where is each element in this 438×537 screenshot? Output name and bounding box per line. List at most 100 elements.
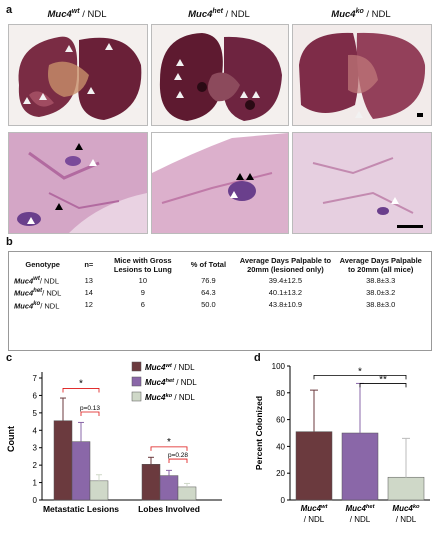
bar xyxy=(71,441,91,501)
bar xyxy=(177,486,197,501)
cell-genotype-part: / NDL xyxy=(40,301,60,310)
y-axis-label: Count xyxy=(6,426,16,452)
open-arrowhead xyxy=(87,87,95,94)
cell-pct: 64.3 xyxy=(201,288,216,298)
legend-label: Muc4het / NDL xyxy=(145,378,197,387)
table-header-row: Genotype n= Mice with Gross Lesions to L… xyxy=(12,256,426,275)
table-row: Muc4het/ NDL 14 9 64.3 40.1±13.2 38.0±3.2 xyxy=(12,287,426,299)
significance-label: p=0.13 xyxy=(80,405,100,412)
genotype-header: Muc4het / NDL xyxy=(159,8,279,20)
gross-lung-wt-svg xyxy=(9,25,147,125)
y-axis-label: Percent Colonized xyxy=(254,396,264,470)
x-category-label: Muc4wt xyxy=(301,504,329,513)
gross-lung-ko-svg xyxy=(293,25,431,125)
cell-mice: 10 xyxy=(138,276,147,285)
cell-avg-lesioned: 40.1±13.2 xyxy=(268,288,303,298)
open-arrowhead xyxy=(240,91,248,98)
col-n: n= xyxy=(84,260,94,270)
genotype-suffix: / NDL xyxy=(222,9,250,21)
significance-bracket xyxy=(150,446,188,451)
y-tick-label: 60 xyxy=(276,416,285,425)
y-tick-label: 0 xyxy=(33,496,38,505)
cell-genotype-part: wt xyxy=(33,276,40,283)
open-arrowhead xyxy=(176,59,184,66)
col-pct: % of Total xyxy=(190,260,227,270)
legend-label: Muc4ko / NDL xyxy=(145,393,195,402)
histology-image-wt xyxy=(8,132,148,234)
legend-swatch xyxy=(131,376,142,387)
cell-mice: 6 xyxy=(140,300,145,310)
x-category-label: Muc4het xyxy=(345,504,375,513)
genotype-gene: Muc4 xyxy=(331,9,356,21)
y-tick-label: 1 xyxy=(33,479,38,488)
significance-bracket xyxy=(359,383,407,388)
significance-bracket xyxy=(168,458,188,464)
y-tick-label: 0 xyxy=(281,496,286,505)
results-table: Genotype n= Mice with Gross Lesions to L… xyxy=(12,256,426,312)
bar xyxy=(387,476,425,501)
cell-genotype: Muc4het/ NDL xyxy=(12,287,73,299)
genotype-sup: wt xyxy=(71,8,80,15)
table-row: Muc4ko/ NDL 12 6 50.0 43.8±10.9 38.8±3.0 xyxy=(12,300,426,312)
histology-image-ko xyxy=(292,132,432,234)
bar xyxy=(89,480,109,501)
filled-arrowhead xyxy=(236,173,244,180)
genotype-header: Muc4wt / NDL xyxy=(17,8,137,20)
open-arrowhead xyxy=(176,91,184,98)
cell-avg-all: 38.8±3.3 xyxy=(366,276,396,285)
cell-avg-all: 38.0±3.2 xyxy=(366,288,396,298)
bar xyxy=(141,464,161,501)
filled-arrowhead xyxy=(75,143,83,150)
open-arrowhead xyxy=(105,43,113,50)
cell-n: 13 xyxy=(84,276,93,285)
y-tick-label: 80 xyxy=(276,389,285,398)
genotype-suffix: / NDL xyxy=(363,9,391,21)
cell-genotype-part: het xyxy=(33,288,43,295)
cell-genotype-part: Muc4 xyxy=(14,301,34,310)
y-tick-label: 2 xyxy=(33,461,38,470)
panel-b-letter: b xyxy=(6,236,13,248)
x-category-label-line2: / NDL xyxy=(350,515,371,524)
chart-d: 0 20 40 60 80 100 Percent Colonized Muc4wt / NDL… xyxy=(254,362,430,524)
open-arrowhead xyxy=(174,73,182,80)
genotype-gene: Muc4 xyxy=(47,9,72,21)
cell-genotype-part: Muc4 xyxy=(14,276,34,286)
legend-label: Muc4wt / NDL xyxy=(145,363,195,372)
cell-pct: 76.9 xyxy=(201,276,216,285)
cell-genotype: Muc4wt/ NDL xyxy=(12,275,73,287)
gross-lung-het-svg xyxy=(152,25,288,125)
y-tick-label: 5 xyxy=(33,409,38,418)
cell-n: 12 xyxy=(84,300,93,310)
significance-label: p=0.28 xyxy=(168,452,188,459)
cell-genotype-part: Muc4 xyxy=(14,288,34,298)
significance-label: * xyxy=(167,437,171,448)
significance-label: * xyxy=(79,378,83,389)
open-arrowhead xyxy=(391,197,399,204)
x-category-label-line2: / NDL xyxy=(304,515,325,524)
cell-genotype-part: / NDL xyxy=(39,276,60,286)
cell-pct: 50.0 xyxy=(201,300,216,310)
open-arrowhead xyxy=(355,111,363,118)
table-row: Muc4wt/ NDL 13 10 76.9 39.4±12.5 38.8±3.3 xyxy=(12,275,426,287)
significance-bracket xyxy=(80,411,100,416)
y-tick-label: 6 xyxy=(33,391,38,400)
open-arrowhead xyxy=(133,101,141,108)
x-category-label-line2: / NDL xyxy=(396,515,417,524)
cell-genotype-part: ko xyxy=(33,300,41,307)
x-category-label: Muc4ko xyxy=(392,504,420,513)
y-tick-label: 4 xyxy=(33,426,38,435)
bar xyxy=(53,420,73,501)
gross-lung-image-wt xyxy=(8,24,148,126)
col-avg-lesioned: Average Days Palpable to 20mm (lesioned … xyxy=(239,256,332,274)
bar xyxy=(295,431,333,501)
genotype-gene: Muc4 xyxy=(188,9,213,21)
cell-mice: 9 xyxy=(140,288,145,298)
bar xyxy=(341,432,379,501)
filled-arrowhead xyxy=(55,203,63,210)
bar xyxy=(159,475,179,501)
cell-genotype-part: / NDL xyxy=(42,288,62,298)
cell-avg-lesioned: 39.4±12.5 xyxy=(268,276,303,285)
genotype-suffix: / NDL xyxy=(79,9,107,21)
y-tick-label: 3 xyxy=(33,444,38,453)
filled-arrowhead xyxy=(246,173,254,180)
